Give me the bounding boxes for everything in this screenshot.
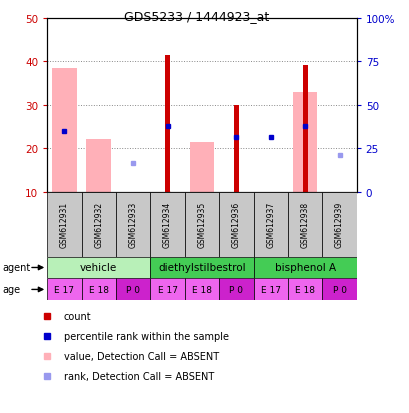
Text: GSM612938: GSM612938 [300,202,309,247]
Bar [287,192,321,257]
Bar [150,257,253,279]
Bar [116,192,150,257]
Text: P 0: P 0 [126,285,140,294]
Bar [253,192,287,257]
Text: diethylstilbestrol: diethylstilbestrol [158,263,245,273]
Text: GDS5233 / 1444923_at: GDS5233 / 1444923_at [124,10,269,23]
Bar [292,92,317,192]
Text: E 17: E 17 [260,285,280,294]
Bar [287,279,321,301]
Text: bisphenol A: bisphenol A [274,263,335,273]
Bar [52,69,76,192]
Text: vehicle: vehicle [80,263,117,273]
Bar [184,192,218,257]
Text: GSM612932: GSM612932 [94,202,103,247]
Bar [218,279,253,301]
Bar [47,257,150,279]
Text: GSM612935: GSM612935 [197,202,206,247]
Text: E 17: E 17 [54,285,74,294]
Bar [81,192,116,257]
Text: count: count [64,312,91,322]
Bar [184,279,218,301]
Bar [234,105,238,192]
Bar [253,257,356,279]
Text: GSM612937: GSM612937 [265,202,274,247]
Text: GSM612931: GSM612931 [60,202,69,247]
Text: E 17: E 17 [157,285,177,294]
Text: E 18: E 18 [88,285,108,294]
Text: rank, Detection Call = ABSENT: rank, Detection Call = ABSENT [64,371,213,381]
Text: GSM612939: GSM612939 [334,202,343,247]
Bar [218,192,253,257]
Text: percentile rank within the sample: percentile rank within the sample [64,332,228,342]
Text: value, Detection Call = ABSENT: value, Detection Call = ABSENT [64,351,218,361]
Bar [150,279,184,301]
Bar [189,142,214,192]
Bar [150,192,184,257]
Text: P 0: P 0 [229,285,243,294]
Bar [321,279,356,301]
Text: agent: agent [2,263,30,273]
Bar [165,55,169,192]
Text: E 18: E 18 [294,285,315,294]
Bar [81,279,116,301]
Bar [302,66,307,192]
Text: GSM612934: GSM612934 [163,202,172,247]
Bar [47,279,81,301]
Text: E 18: E 18 [191,285,211,294]
Text: P 0: P 0 [332,285,346,294]
Bar [47,192,81,257]
Bar [253,279,287,301]
Text: age: age [2,285,20,295]
Text: GSM612933: GSM612933 [128,202,137,247]
Text: GSM612936: GSM612936 [231,202,240,247]
Bar [86,140,111,192]
Bar [116,279,150,301]
Bar [321,192,356,257]
